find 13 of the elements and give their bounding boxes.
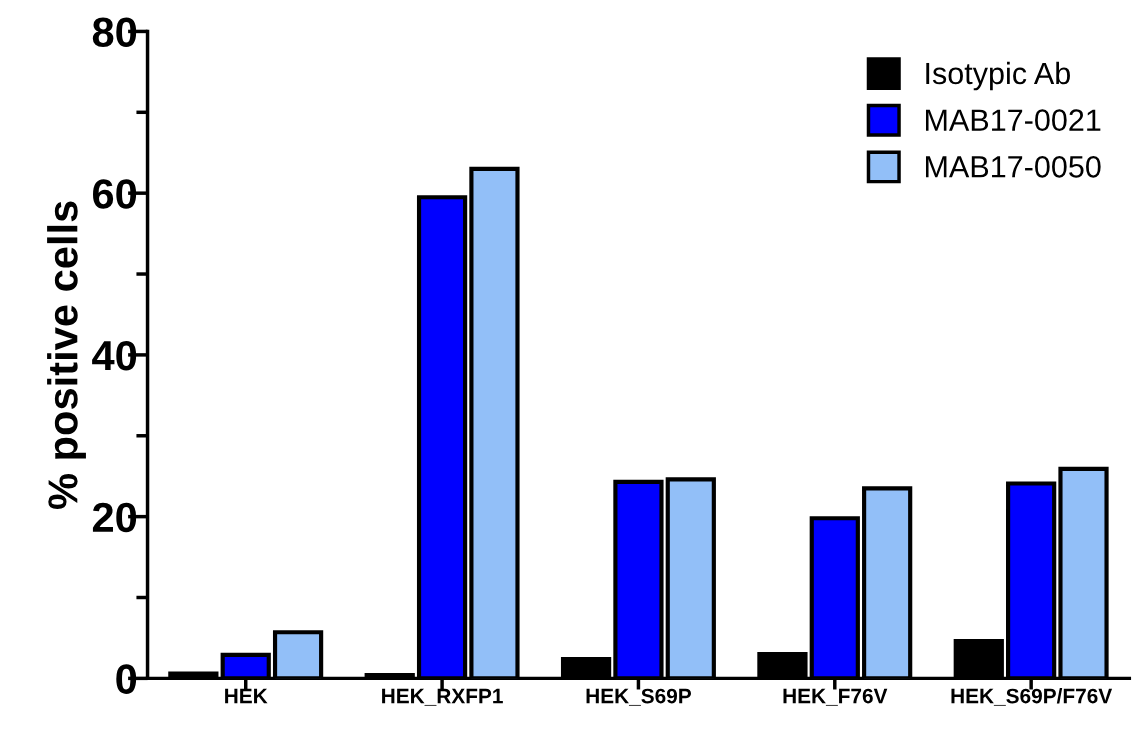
y-tick-label: 40 [92,340,137,371]
y-axis-title: % positive cells [47,201,86,510]
x-tick-label: HEK_S69P [586,688,691,706]
y-tick-label: 80 [92,17,137,47]
legend-label: MAB17-0021 [925,109,1101,131]
x-tick-label: HEK_RXFP1 [382,688,503,706]
x-tick-label: HEK [225,688,268,704]
legend-label: Isotypic Ab [926,61,1070,91]
y-tick-label: 60 [93,179,137,209]
x-tick-label: HEK_S69P/F76V [951,688,1113,706]
x-tick-label: HEK_F76V [783,688,888,706]
legend-label: MAB17-0050 [925,156,1101,178]
y-tick-label: 20 [92,502,137,533]
